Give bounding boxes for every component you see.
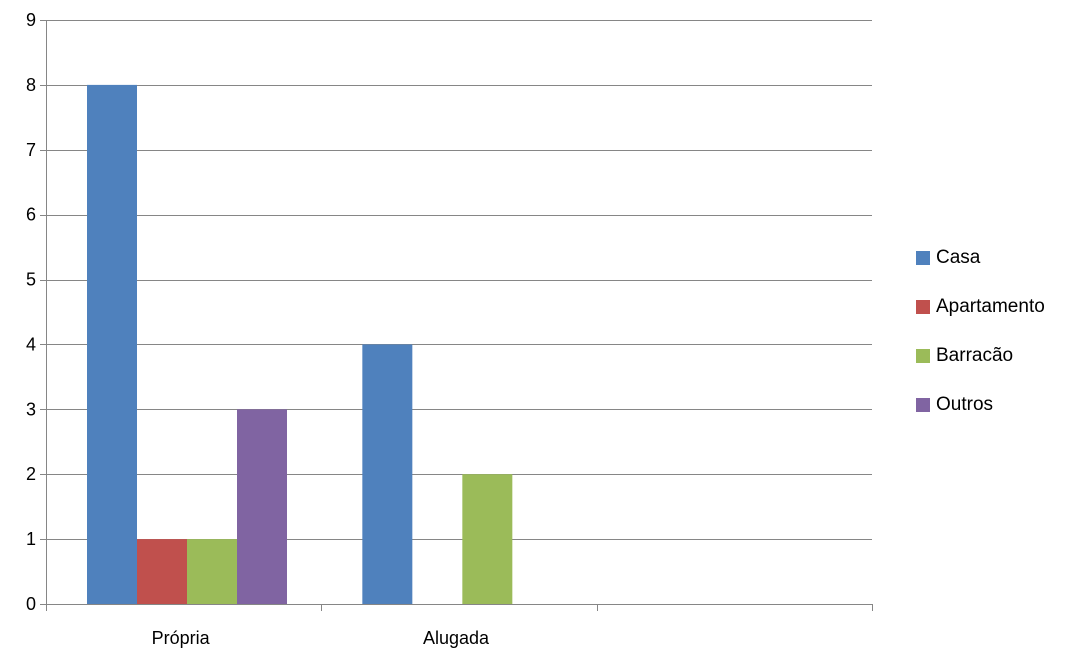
bar-barrac-o-2 <box>462 474 513 604</box>
y-tick-label: 6 <box>26 205 36 225</box>
y-tick-label: 5 <box>26 270 36 290</box>
bar-apartamento-1 <box>137 539 187 604</box>
y-tick-label: 1 <box>26 529 36 549</box>
legend-label: Barracão <box>936 345 1014 366</box>
y-tick-label: 7 <box>26 140 36 160</box>
legend-label: Outros <box>936 394 994 415</box>
legend-swatch <box>916 300 930 314</box>
x-tick-label: Própria <box>152 628 211 648</box>
y-tick-label: 3 <box>26 399 36 419</box>
legend-item: Apartamento <box>916 295 1084 319</box>
bar-outros-1 <box>237 409 287 604</box>
bar-casa-2 <box>362 344 413 604</box>
legend-label: Casa <box>936 247 981 268</box>
bars <box>87 84 513 604</box>
y-tick-labels: 0 1 2 3 4 5 6 7 8 9 <box>26 10 36 614</box>
axes <box>40 20 873 611</box>
x-tick-labels: Própria Alugada <box>152 628 490 648</box>
legend: Casa Apartamento Barracão Outros <box>916 246 1084 442</box>
y-tick-label: 4 <box>26 334 36 354</box>
legend-item: Outros <box>916 393 1084 417</box>
bar-casa-1 <box>87 84 137 604</box>
legend-label: Apartamento <box>936 296 1045 317</box>
legend-swatch <box>916 349 930 363</box>
bar-barrac-o-1 <box>187 539 237 604</box>
legend-item: Barracão <box>916 344 1084 368</box>
legend-item: Casa <box>916 246 1084 270</box>
x-tick-label: Alugada <box>423 628 490 648</box>
gridlines <box>46 20 872 540</box>
y-tick-label: 9 <box>26 10 36 30</box>
y-tick-label: 2 <box>26 464 36 484</box>
legend-swatch <box>916 398 930 412</box>
legend-swatch <box>916 251 930 265</box>
y-tick-label: 8 <box>26 75 36 95</box>
y-tick-label: 0 <box>26 594 36 614</box>
